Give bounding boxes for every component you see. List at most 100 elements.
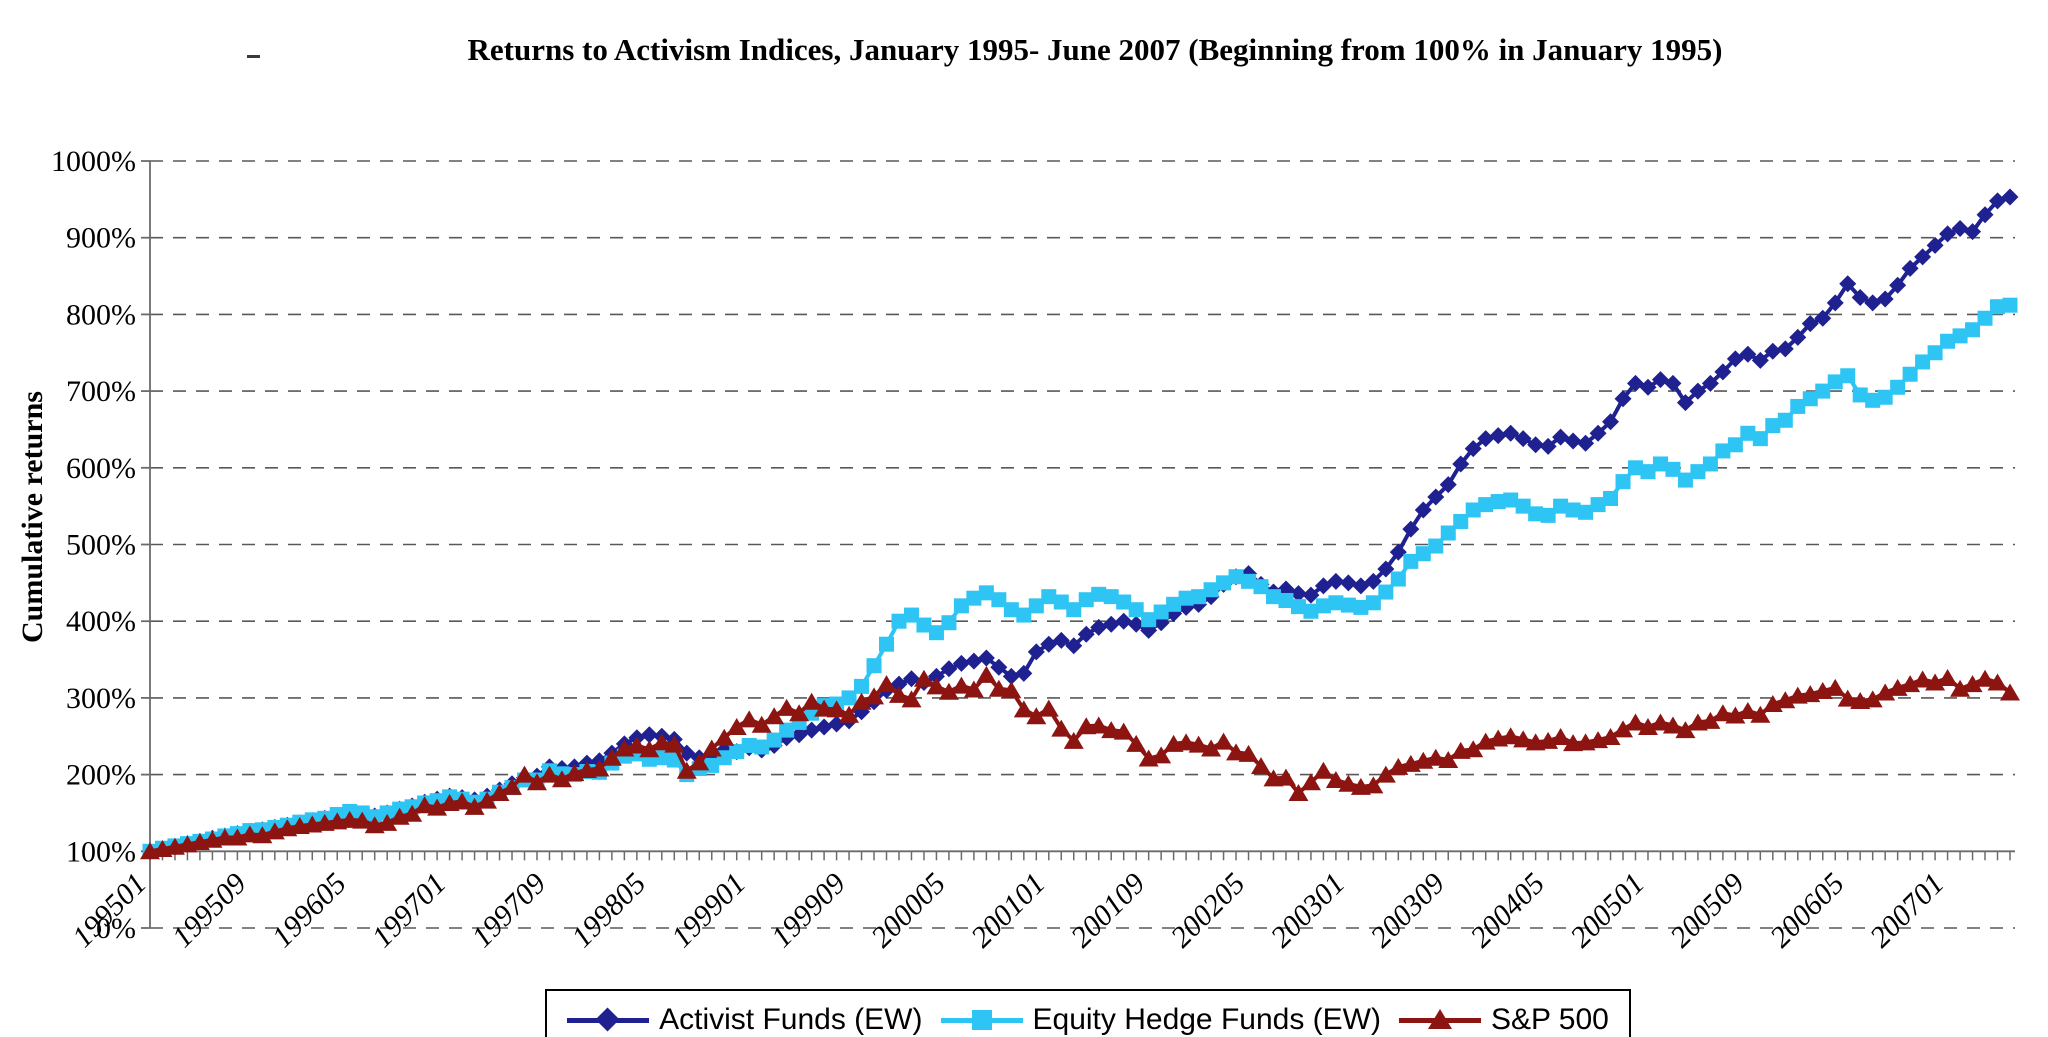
marker-square	[1166, 596, 1182, 612]
y-tick-label: 700%	[66, 375, 136, 408]
stray-dash-artifact	[247, 55, 260, 58]
marker-square	[991, 592, 1007, 608]
marker-diamond	[1077, 625, 1095, 643]
y-tick-label: 400%	[66, 605, 136, 638]
marker-triangle	[1950, 679, 1971, 697]
marker-square	[1403, 553, 1419, 569]
marker-square	[854, 678, 870, 694]
marker-triangle	[851, 692, 872, 710]
marker-diamond	[1701, 374, 1719, 392]
marker-triangle	[1288, 784, 1309, 802]
marker-diamond	[1102, 615, 1120, 633]
marker-triangle	[913, 669, 934, 687]
y-tick-label: 100%	[66, 835, 136, 868]
marker-triangle	[1438, 751, 1459, 769]
marker-square	[1253, 579, 1269, 595]
marker-square	[1815, 383, 1831, 399]
marker-triangle	[1900, 675, 1921, 693]
marker-triangle	[801, 692, 822, 710]
marker-square	[903, 607, 919, 623]
series-line-triangle	[149, 672, 2012, 854]
marker-diamond	[1314, 577, 1332, 595]
marker-triangle	[951, 676, 972, 694]
marker-diamond	[1751, 351, 1769, 369]
marker-diamond	[1352, 577, 1370, 595]
marker-square	[1103, 589, 1119, 605]
marker-square	[1241, 573, 1257, 589]
marker-diamond	[990, 658, 1008, 676]
marker-triangle	[1375, 765, 1396, 783]
marker-square	[1640, 464, 1656, 480]
marker-triangle	[1500, 727, 1521, 745]
marker-square	[1840, 368, 1856, 384]
marker-square	[953, 598, 969, 614]
marker-triangle	[1313, 761, 1334, 779]
marker-triangle	[789, 704, 810, 722]
marker-square	[1927, 345, 1943, 361]
equity-hedge-line-square-icon	[940, 1005, 1023, 1035]
marker-diamond	[828, 715, 846, 733]
marker-square	[1578, 504, 1594, 520]
marker-square	[1902, 366, 1918, 382]
marker-square	[1590, 497, 1606, 513]
marker-diamond	[1564, 432, 1582, 450]
marker-square	[1503, 492, 1519, 508]
y-tick-label: 1000%	[51, 145, 136, 178]
marker-diamond	[1839, 275, 1857, 293]
marker-diamond	[1914, 248, 1932, 266]
marker-triangle	[651, 733, 672, 751]
marker-triangle	[427, 798, 448, 816]
marker-square	[1777, 412, 1793, 428]
marker-diamond	[1477, 430, 1495, 448]
marker-triangle	[1862, 690, 1883, 708]
marker-triangle	[1063, 731, 1084, 749]
marker-square	[1515, 498, 1531, 514]
legend-item-equity-hedge-funds: Equity Hedge Funds (EW)	[940, 1003, 1381, 1037]
marker-diamond	[1976, 206, 1994, 224]
marker-triangle	[551, 770, 572, 788]
series-line-diamond	[149, 195, 2011, 854]
marker-triangle	[1750, 705, 1771, 723]
marker-triangle	[514, 765, 535, 783]
marker-diamond	[940, 660, 958, 678]
marker-square	[729, 744, 745, 760]
legend-item-activist-funds: Activist Funds (EW)	[567, 1003, 923, 1037]
marker-square	[1365, 595, 1381, 611]
marker-triangle	[1275, 768, 1296, 786]
legend-box: Activist Funds (EW) Equity Hedge Funds (…	[545, 989, 1631, 1037]
marker-square	[1041, 589, 1057, 605]
marker-triangle	[1251, 757, 1272, 775]
marker-diamond	[890, 675, 908, 693]
marker-square	[1415, 546, 1431, 562]
marker-triangle	[1700, 711, 1721, 729]
marker-triangle	[1613, 720, 1634, 738]
marker-square	[891, 613, 907, 629]
legend-label-equity-hedge-funds: Equity Hedge Funds (EW)	[1032, 1003, 1381, 1036]
marker-triangle	[1176, 733, 1197, 751]
marker-diamond	[1414, 501, 1432, 519]
series-line-square	[149, 303, 2011, 854]
x-tick-label: 200301	[1264, 867, 1351, 954]
marker-diamond	[1439, 476, 1457, 494]
marker-triangle	[901, 690, 922, 708]
marker-square	[1690, 464, 1706, 480]
marker-triangle	[502, 777, 523, 795]
marker-square	[879, 636, 895, 652]
marker-diamond	[1289, 585, 1307, 603]
y-tick-label: 800%	[66, 298, 136, 331]
marker-diamond	[1302, 586, 1320, 604]
sp500-line-triangle-icon	[1398, 1005, 1481, 1035]
x-tick-label: 199901	[665, 867, 752, 954]
marker-square	[1340, 597, 1356, 613]
y-tick-label: 900%	[66, 222, 136, 255]
x-tick-label: 200205	[1164, 867, 1251, 954]
marker-diamond	[1539, 437, 1557, 455]
marker-square	[1303, 603, 1319, 619]
marker-diamond	[902, 670, 920, 688]
marker-square	[1553, 498, 1569, 514]
marker-square	[1290, 599, 1306, 615]
x-tick-label: 199605	[266, 867, 353, 954]
marker-triangle	[1650, 713, 1671, 731]
marker-triangle	[239, 825, 260, 843]
